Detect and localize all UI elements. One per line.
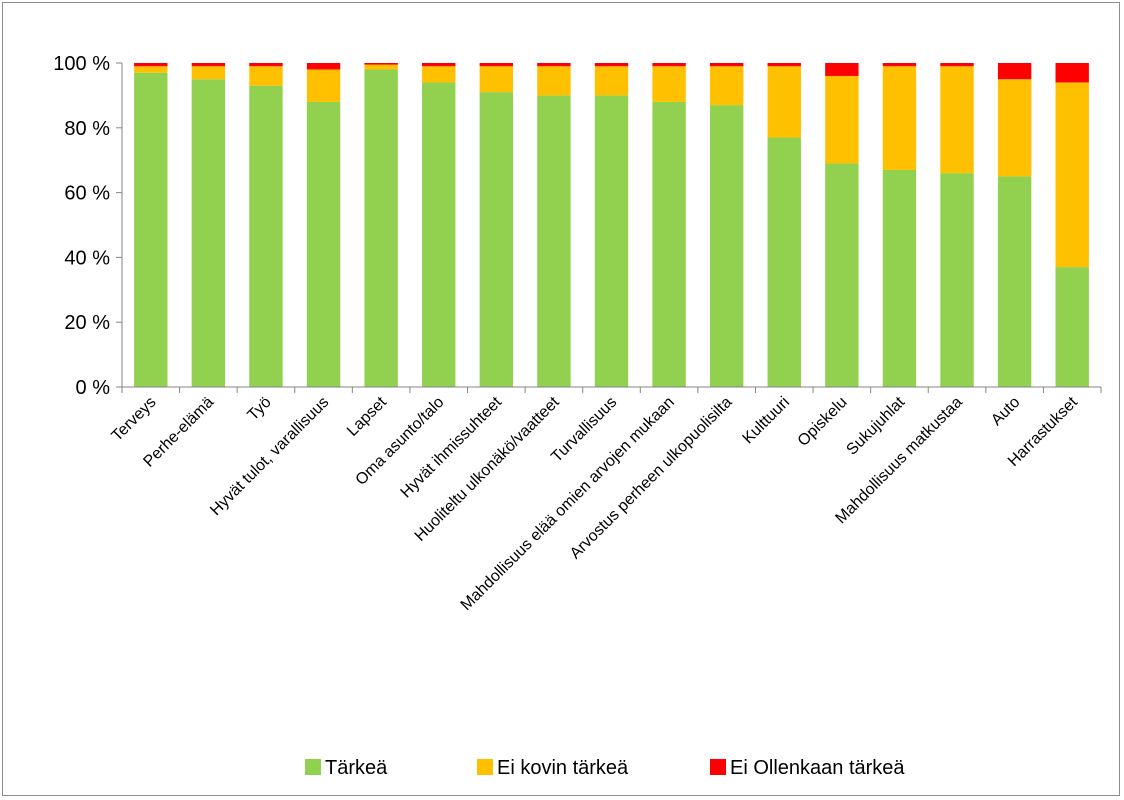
bar-3-16 [997,63,1032,80]
legend: Tärkeä Ei kovin tärkeä Ei Ollenkaan tärkeä [305,757,905,779]
bar-2-17 [1055,82,1089,268]
bar-2-5 [364,64,398,70]
bar-1-6 [422,82,456,387]
bar-3-4 [306,63,341,70]
x-tick-label: Työ [245,394,275,424]
bar-1-3 [249,85,283,388]
x-tick-label: Terveys [109,394,160,445]
bar-1-16 [997,176,1032,387]
bar-1-15 [940,173,974,387]
y-tick-label: 60 % [64,183,110,205]
legend-swatch-1 [305,759,321,775]
x-tick-label: Lapset [344,393,390,439]
bar-1-13 [825,163,859,387]
bar-3-7 [479,63,514,67]
bar-2-15 [940,66,974,174]
legend-swatch-3 [710,759,726,775]
bar-1-1 [134,72,168,387]
bar-1-5 [364,69,398,387]
legend-swatch-2 [477,759,493,775]
x-tick-label: Opiskelu [795,394,851,450]
bar-2-8 [537,66,571,96]
bar-1-2 [191,79,226,387]
bar-3-14 [882,63,917,67]
bar-2-12 [767,66,801,138]
legend-label-2: Ei kovin tärkeä [497,757,629,779]
bar-1-14 [882,169,917,387]
bar-2-14 [882,66,917,170]
bar-3-2 [191,63,226,67]
bar-2-1 [134,66,168,73]
x-tick-label: Hyvät ihmissuhteet [398,393,506,501]
y-tick-label: 40 % [64,247,110,269]
bar-1-9 [594,95,629,388]
bar-2-11 [709,66,744,106]
bar-2-4 [306,69,341,102]
y-tick-label: 80 % [64,118,110,140]
bar-2-9 [594,66,629,96]
bar-1-7 [479,92,514,387]
legend-label-1: Tärkeä [325,757,388,779]
chart-svg: 0 % 20 % 40 % 60 % 80 % 100 % TerveysPerhe-el… [53,53,1102,779]
bar-3-13 [825,63,859,76]
bar-2-16 [997,79,1032,177]
bar-1-11 [709,105,744,388]
bar-3-8 [537,63,571,67]
bar-1-10 [652,101,686,387]
bar-3-10 [652,63,686,67]
bar-1-17 [1055,267,1089,387]
bars [134,63,1089,388]
y-tick-label: 20 % [64,312,110,334]
x-tick-label: Auto [988,394,1023,429]
bar-3-3 [249,63,283,67]
bar-3-15 [940,63,974,67]
x-tick-label: Kulttuuri [740,394,794,448]
bar-2-6 [422,66,456,83]
bar-3-1 [134,63,168,67]
bar-1-4 [306,101,341,387]
bar-3-6 [422,63,456,67]
bar-2-7 [479,66,514,93]
y-tick-label: 0 % [76,377,111,399]
y-axis: 0 % 20 % 40 % 60 % 80 % 100 % [53,53,123,399]
bar-3-17 [1055,63,1089,83]
bar-2-2 [191,66,226,80]
x-tick-label: Hyvät tulot, varallisuus [207,394,332,519]
bar-3-12 [767,63,801,67]
bar-3-9 [594,63,629,67]
y-tick-label: 100 % [53,53,110,75]
legend-label-3: Ei Ollenkaan tärkeä [730,757,905,779]
bar-1-8 [537,95,571,388]
bar-2-3 [249,66,283,86]
bar-3-11 [709,63,744,67]
bar-1-12 [767,137,801,387]
bar-2-10 [652,66,686,102]
x-tick-label: Mahdollisuus elää omien arvojen mukaan [458,394,678,614]
bar-2-13 [825,75,859,164]
bar-3-5 [364,63,398,65]
